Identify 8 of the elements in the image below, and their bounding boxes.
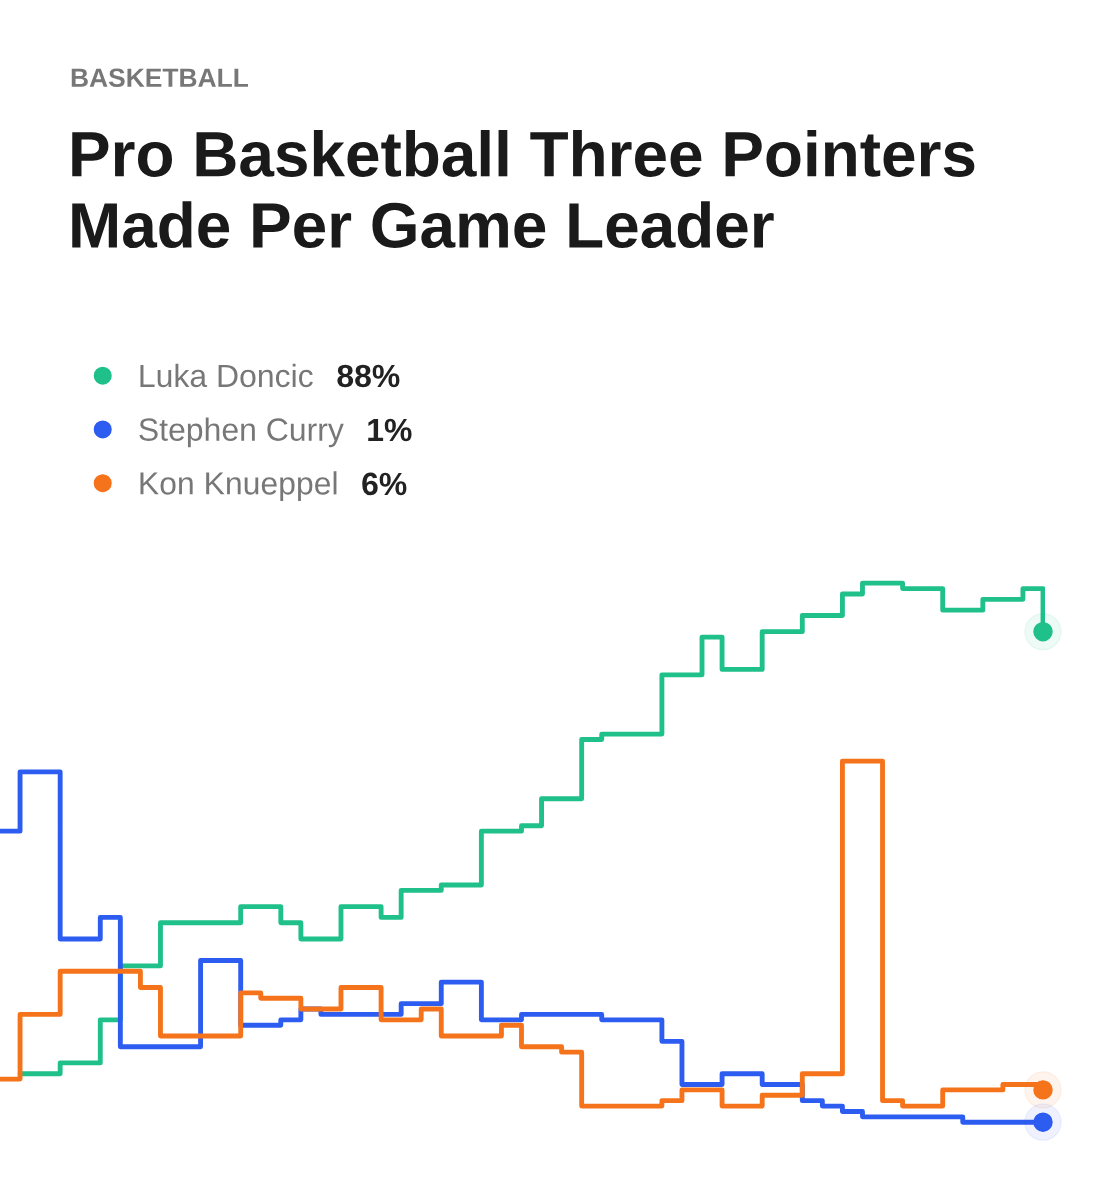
chart-title: Pro Basketball Three Pointers Made Per Game Leader <box>72 130 975 249</box>
legend-label: Stephen Curry <box>139 417 344 448</box>
text: 6% <box>362 472 407 496</box>
legend-label: Luka Doncic <box>140 363 313 388</box>
chart-subtitle: BASKETBALL <box>71 68 249 88</box>
legend-label: Kon Knueppel <box>140 471 337 501</box>
text: 88% <box>337 364 400 388</box>
text: 1% <box>368 418 412 442</box>
